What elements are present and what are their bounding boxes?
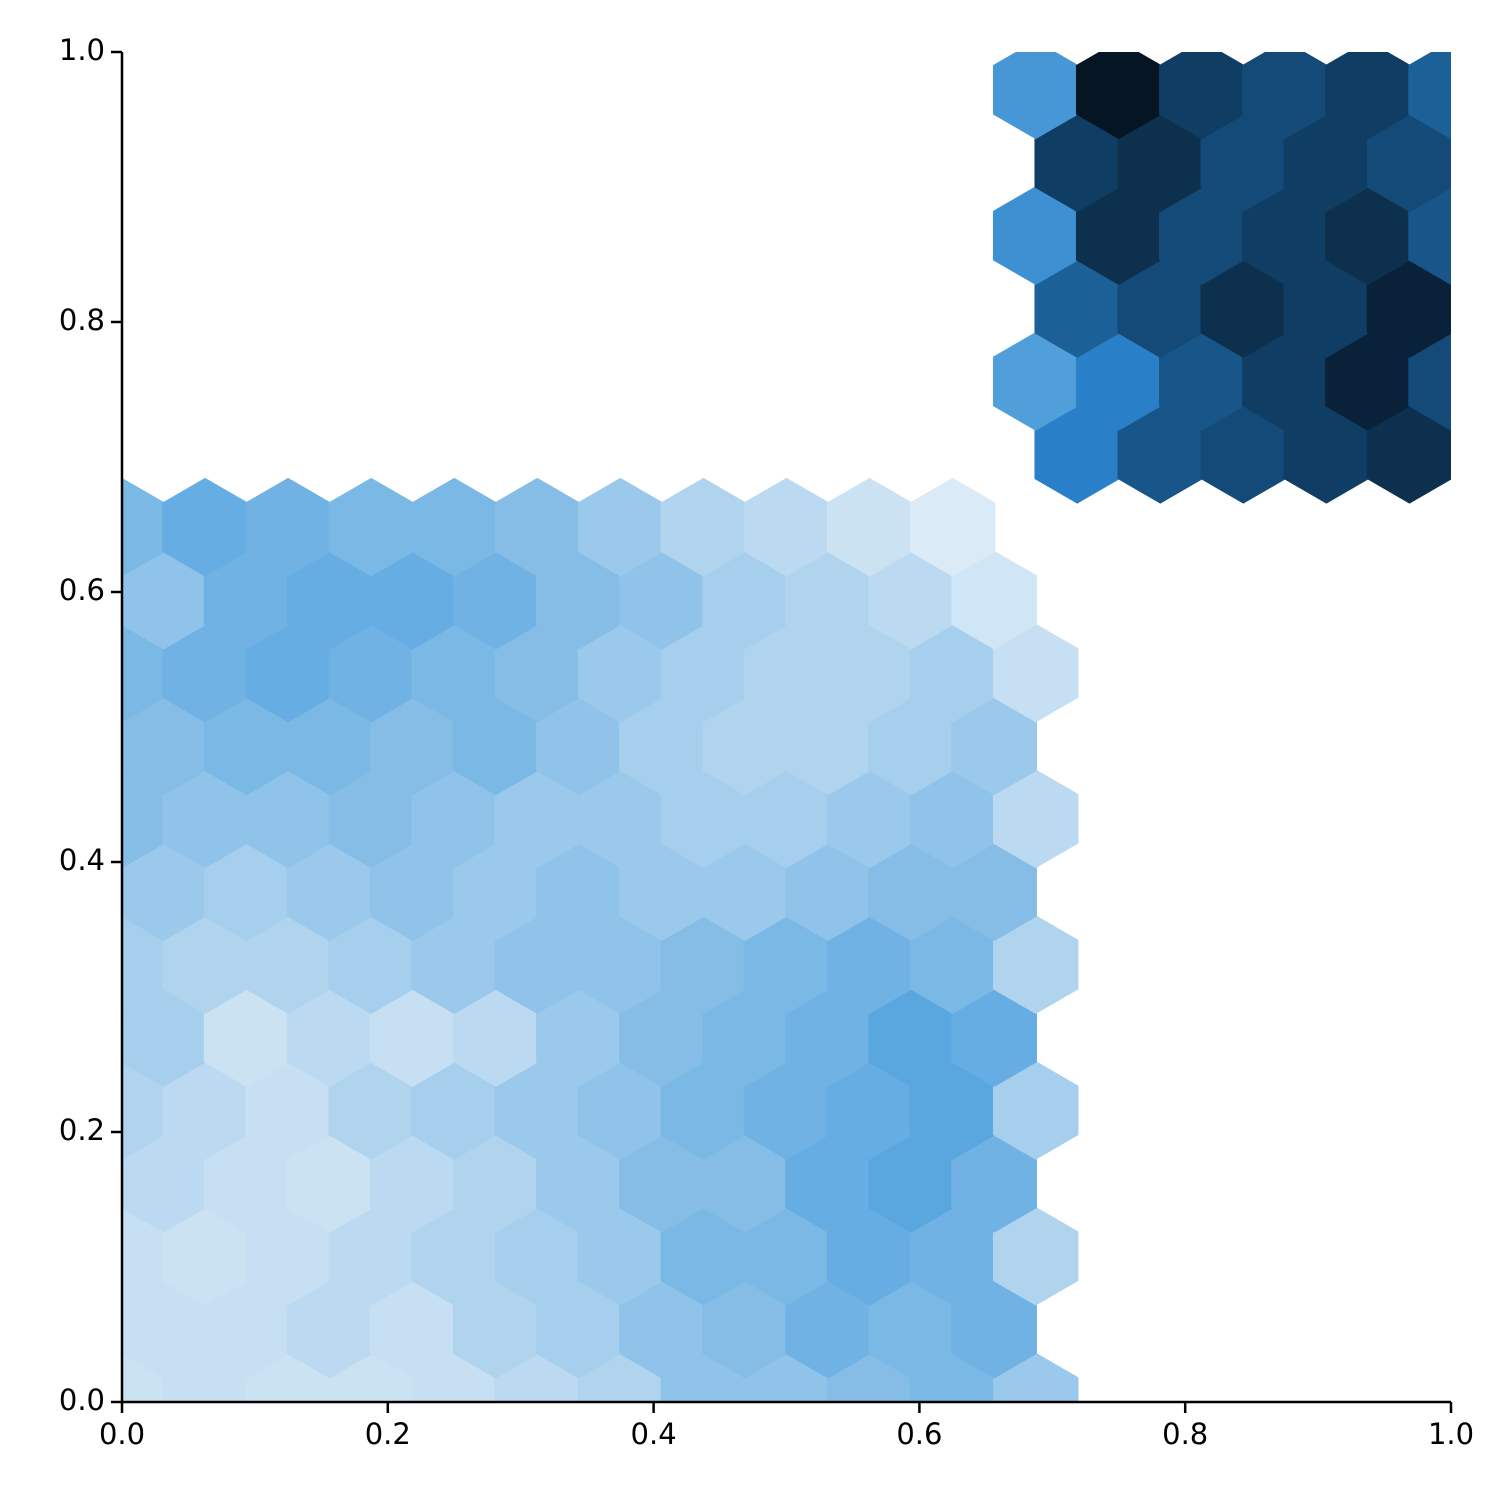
hex-cell	[1408, 52, 1451, 140]
y-tick-label: 0.6	[59, 573, 105, 607]
y-tick-label: 0.4	[59, 843, 105, 877]
y-tick-label: 0.2	[59, 1113, 105, 1147]
y-tick-label: 1.0	[59, 33, 105, 67]
x-tick-label: 0.6	[896, 1417, 942, 1451]
x-tick-label: 0.4	[631, 1417, 677, 1451]
x-tick-label: 1.0	[1428, 1417, 1474, 1451]
y-tick-label: 0.8	[59, 303, 105, 337]
y-tick-label: 0.0	[59, 1383, 105, 1417]
x-tick-label: 0.0	[99, 1417, 145, 1451]
hex-cell	[909, 477, 996, 577]
x-tick-label: 0.2	[365, 1417, 411, 1451]
hexbin-area	[122, 52, 1451, 1402]
x-tick-label: 0.8	[1162, 1417, 1208, 1451]
